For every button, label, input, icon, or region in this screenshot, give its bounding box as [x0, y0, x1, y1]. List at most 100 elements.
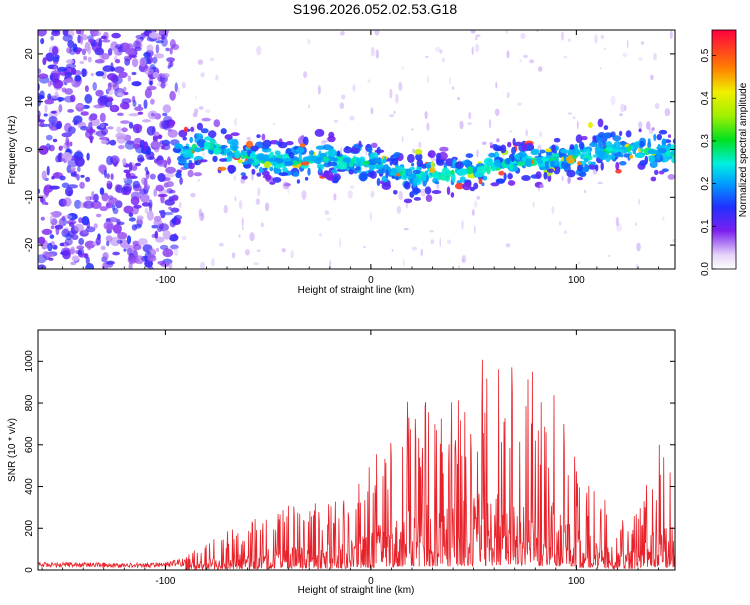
- heatmap-cell-1745: [249, 152, 256, 159]
- heatmap-cell-696: [626, 39, 629, 49]
- heatmap-cell-111: [153, 188, 157, 197]
- heatmap-cell-722: [349, 185, 355, 190]
- heatmap-cell-1690: [592, 135, 597, 142]
- heatmap-cell-571: [79, 35, 84, 45]
- heatmap-cell-432: [107, 73, 118, 81]
- heatmap-cell-658: [537, 144, 542, 151]
- heatmap-cell-1689: [189, 136, 193, 144]
- heatmap-cell-365: [133, 244, 142, 251]
- colorbar-tick-label: 0.1: [700, 219, 711, 233]
- heatmap-cell-253: [152, 134, 158, 142]
- colorbar-gradient: [711, 29, 737, 270]
- heatmap-cell-1340: [553, 165, 561, 175]
- heatmap-cell-756: [200, 72, 205, 78]
- heatmap-cell-1434: [647, 141, 652, 149]
- heatmap-cell-563: [150, 98, 155, 105]
- heatmap-cell-1231: [539, 184, 544, 189]
- heatmap-cell-1706: [257, 155, 265, 161]
- heatmap-cell-776: [536, 30, 539, 33]
- heatmap-cell-311: [121, 98, 132, 104]
- heatmap-cell-643: [86, 128, 96, 134]
- heatmap-cell-1159: [580, 135, 588, 141]
- heatmap-cell-465: [134, 255, 145, 265]
- heatmap-cell-784: [333, 193, 337, 201]
- heatmap-cell-461: [38, 188, 41, 194]
- heatmap-cell-667: [178, 86, 180, 97]
- heatmap-cell-500: [165, 47, 170, 52]
- heatmap-cell-1636: [351, 157, 356, 164]
- heatmap-cell-1042: [649, 161, 658, 168]
- heatmap-cell-4: [93, 223, 98, 229]
- heatmap-cell-1555: [241, 175, 248, 180]
- heatmap-cell-1320: [530, 148, 540, 154]
- heatmap-cell-290: [144, 88, 152, 99]
- heatmap-cell-453: [59, 242, 65, 247]
- heatmap-cell-428: [44, 104, 48, 113]
- heatmap-cell-585: [148, 199, 153, 209]
- heatmap-cell-1723: [195, 133, 203, 138]
- heatmap-cell-1762: [323, 156, 329, 163]
- heatmap-cell-589: [77, 166, 81, 173]
- heatmap-cell-1230: [208, 130, 217, 139]
- heatmap-cell-627: [147, 253, 155, 262]
- heatmap-cell-673: [610, 95, 616, 106]
- heatmap-cell-1362: [575, 134, 583, 144]
- heatmap-cell-1466: [395, 176, 399, 181]
- heatmap-cell-728: [638, 57, 644, 61]
- heatmap-cell-177: [71, 234, 79, 241]
- heatmap-cell-1003: [651, 127, 655, 131]
- heatmap-cell-838: [471, 46, 474, 56]
- heatmap-cell-73: [76, 245, 85, 250]
- heatmap-cell-807: [635, 222, 637, 227]
- heatmap-cell-1683: [308, 150, 315, 156]
- heatmap-cell-652: [576, 120, 579, 130]
- y-tick-label: 0: [24, 567, 35, 573]
- heatmap-cell-1658: [658, 147, 667, 154]
- heatmap-cell-676: [215, 74, 219, 81]
- heatmap-cell-758: [623, 104, 627, 112]
- heatmap-cell-1521: [667, 174, 675, 180]
- heatmap-cell-842: [418, 141, 422, 149]
- heatmap-cell-666: [398, 81, 403, 91]
- heatmap-cell-1587: [455, 161, 464, 169]
- heatmap-cell-543: [61, 132, 72, 138]
- heatmap-cell-751: [567, 38, 571, 42]
- heatmap-cell-549: [78, 217, 83, 224]
- y-tick-label: 1000: [24, 350, 35, 373]
- heatmap-cell-533: [62, 78, 74, 83]
- heatmap-cell-606: [65, 137, 70, 147]
- heatmap-cell-382: [49, 185, 60, 190]
- heatmap-cell-1725: [647, 149, 656, 155]
- heatmap-cell-759: [474, 43, 480, 53]
- heatmap-cell-703: [441, 57, 445, 63]
- heatmap-cell-1421: [488, 152, 496, 158]
- heatmap-cell-1662: [288, 152, 295, 159]
- heatmap-cell-1220: [209, 139, 216, 145]
- heatmap-cell-741: [246, 137, 251, 141]
- heatmap-cell-821: [449, 76, 451, 85]
- heatmap-cell-824: [424, 111, 428, 120]
- heatmap-cell-446: [117, 112, 124, 117]
- heatmap-cell-489: [66, 59, 75, 64]
- heatmap-cell-845: [473, 200, 478, 208]
- heatmap-cell-1751: [619, 161, 627, 166]
- heatmap-cell-352: [132, 143, 140, 149]
- heatmap-cell-429: [49, 234, 55, 239]
- heatmap-cell-862: [249, 232, 255, 242]
- heatmap-cell-1520: [241, 161, 250, 165]
- heatmap-cell-1223: [638, 128, 642, 133]
- heatmap-cell-617: [143, 141, 149, 152]
- heatmap-cell-954: [567, 176, 571, 184]
- heatmap-cell-57: [162, 112, 168, 117]
- y-tick-label: 200: [24, 519, 35, 536]
- heatmap-cell-449: [123, 205, 134, 214]
- heatmap-cell-77: [117, 232, 128, 240]
- heatmap-cell-354: [106, 240, 110, 247]
- heatmap-cell-860: [430, 239, 435, 245]
- heatmap-cell-743: [194, 96, 197, 100]
- heatmap-cell-1581: [587, 122, 593, 129]
- heatmap-cell-1670: [539, 149, 546, 154]
- heatmap-cell-240: [40, 216, 45, 221]
- heatmap-cell-1738: [605, 146, 613, 152]
- heatmap-cell-1062: [213, 119, 221, 128]
